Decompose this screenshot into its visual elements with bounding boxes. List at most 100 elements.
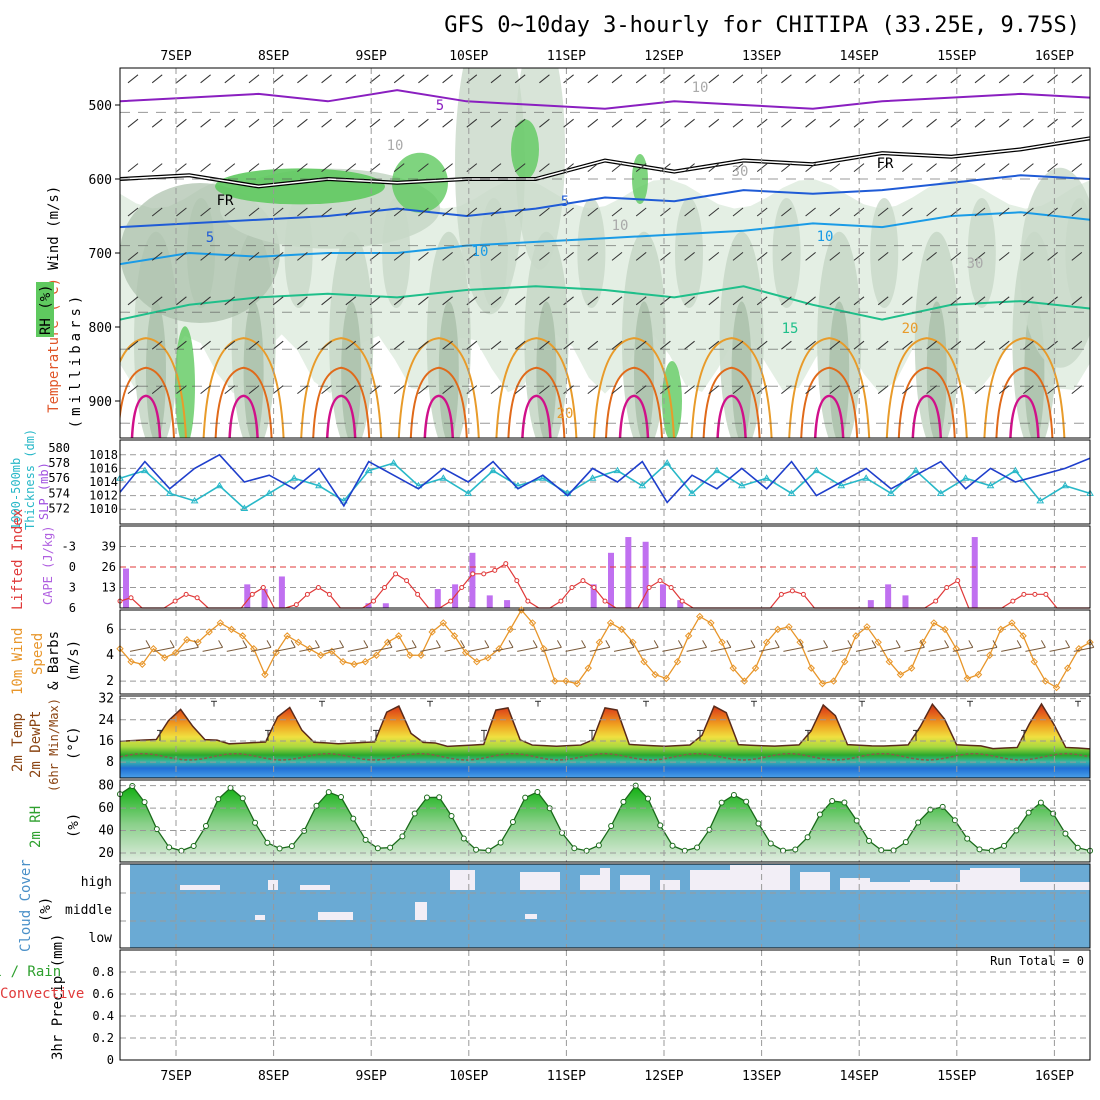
wind-barb [151,207,163,217]
wind-barb [200,296,211,306]
rh-mid-region [515,68,565,270]
wind10-point [807,664,815,672]
wind-barb [272,207,284,217]
wind10-point [863,623,871,631]
cloud-gap-high [180,885,220,890]
rh-plume-dark [731,301,752,438]
wind-barb [708,252,720,261]
wind-barb [974,296,986,306]
lifted-index-point [503,561,509,567]
rh2m-point [276,845,283,852]
wind10-point [963,674,972,683]
rh2m-label-2: (%) [66,813,82,838]
cloud-gap-high [600,868,610,890]
wind10-barb-feather [484,640,490,648]
wind-barb [950,385,962,394]
wind-barb [708,118,720,128]
thickness-point [663,459,672,466]
wind-barb [635,385,647,394]
wind-barb [1071,207,1083,217]
wind-barb [635,252,647,261]
wind-barb [756,340,768,350]
wind-barb [1047,385,1058,394]
wind10-point [517,606,526,614]
wind10-barb [541,646,562,652]
wind-barb [151,163,163,172]
wind-barb [926,163,937,172]
slp-tick-label: 1016 [89,461,118,475]
wind-barb [272,74,284,84]
wind10-barb [976,646,998,652]
wind10-barb-feather [193,640,199,648]
wind-barb [732,207,744,217]
thickness-point [364,466,373,474]
wind-barb [514,252,526,261]
y-tick-label: 800 [89,321,112,336]
wind10-barb [444,646,465,652]
lifted-index-point [293,602,299,608]
wind-barb [393,252,405,261]
rh2m-point [939,803,946,810]
wind-barb [248,252,260,261]
wind10-point [740,677,749,685]
contour-label: 10 [612,218,629,234]
wind-barb [1047,118,1058,128]
wind-barb [805,74,816,84]
wind-barb [321,385,332,394]
rh-plume-dark [438,301,459,438]
panel-border [119,609,1091,695]
cloud-gap-high [580,875,600,890]
rh2m-point [350,815,357,822]
isotherm-25-arch [409,366,468,438]
cape-bar [382,603,389,608]
wind10-point [316,651,325,659]
wind-barb [490,74,502,84]
rh2m-point [829,797,836,804]
wind10-barb [226,646,247,652]
wind-barb [297,74,308,84]
rh2m-point [865,837,872,844]
cape-tick-label: 26 [102,560,116,574]
wind-barb [418,207,429,217]
wind-barb [127,118,139,128]
wind-barb [272,252,284,261]
wind-barb [393,207,405,217]
lifted-index-point [470,571,476,577]
wind-barb [127,163,139,172]
isotherm-25-arch [702,366,761,438]
cloud-gap-mid [415,902,427,920]
cloud-gap-mid [255,915,265,920]
lifted-index-point [580,578,586,584]
wind10-point [785,623,793,631]
wind10-point [841,657,849,666]
wind-barb [224,207,236,217]
wind-barb [563,296,574,306]
wind-barb [345,207,357,217]
rh2m-point [1050,810,1057,817]
wind-barb [732,385,744,394]
cloud-gap-high [268,880,278,890]
temp2m-tick-label: 24 [98,713,114,728]
millibars-label: (millibars) [68,292,84,429]
wind-barb [950,74,962,84]
wind10-barb-feather [629,640,635,648]
contour-label: 30 [967,256,984,272]
wind10-barb-feather [581,640,587,648]
wind10-barb-feather [556,640,562,648]
wind10-barb-feather [532,640,538,648]
li-label: Lifted Index [10,509,26,610]
wind10-barb-feather [169,640,175,648]
wind-barb [539,385,550,394]
wind-barb [539,118,550,128]
rh2m-point [816,811,823,818]
wind-barb [490,118,502,128]
wind-barb [514,385,526,394]
precip-panel: 0 0.2 0.4 0.6 0.8 [92,949,1091,1067]
slp-tick-label: 1014 [89,475,118,489]
lifted-index-point [1010,598,1016,604]
wind-barb [902,385,913,394]
temp2m-label-3: (6hr Min/Max) [47,698,61,792]
cloud-tick-low: low [89,931,113,946]
wind10-point [818,679,827,688]
